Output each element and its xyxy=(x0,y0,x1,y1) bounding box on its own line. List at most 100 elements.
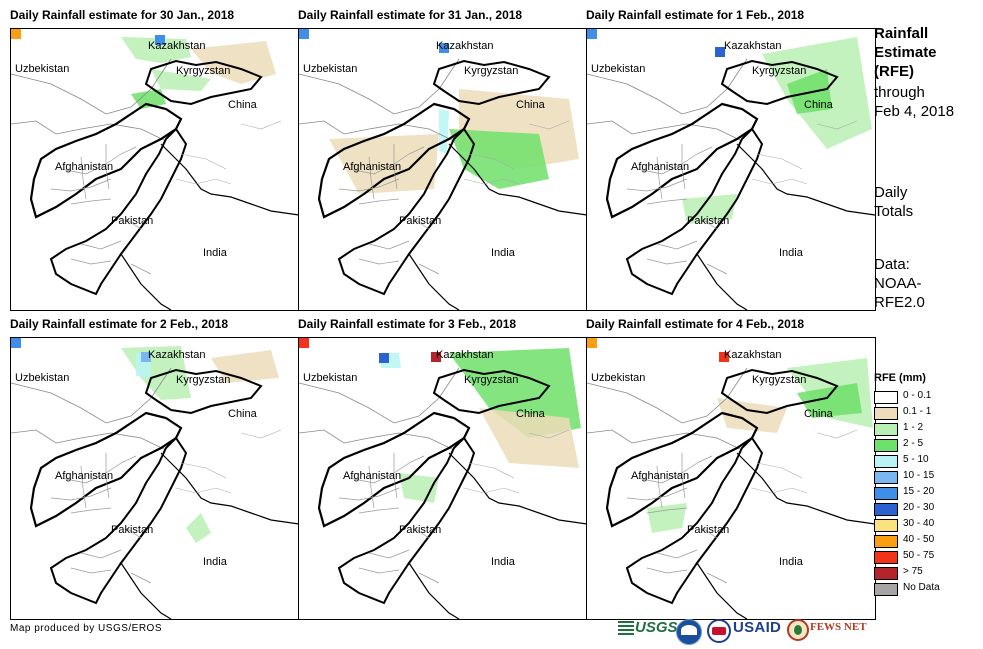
country-label-uzbekistan: Uzbekistan xyxy=(15,372,70,384)
country-label-pakistan: Pakistan xyxy=(399,524,442,536)
rainfall-hotspot xyxy=(155,35,165,45)
legend-swatch xyxy=(874,391,898,404)
country-label-uzbekistan: Uzbekistan xyxy=(15,63,70,75)
map-credit: Map produced by USGS/EROS xyxy=(10,623,163,634)
legend-swatch xyxy=(874,455,898,468)
sidebar-data-line: NOAA- xyxy=(874,275,922,292)
rainfall-hotspot xyxy=(587,29,597,39)
legend-item: No Data xyxy=(874,582,974,596)
country-label-kyrgyzstan: Kyrgyzstan xyxy=(176,65,231,77)
legend-swatch xyxy=(874,519,898,532)
country-label-india: India xyxy=(491,247,515,259)
rainfall-area xyxy=(449,348,581,438)
rainfall-area xyxy=(399,473,439,503)
legend-item: 0 - 0.1 xyxy=(874,390,974,404)
rainfall-area xyxy=(191,41,276,84)
sidebar-title-line: Rainfall xyxy=(874,25,929,42)
country-label-china: China xyxy=(804,408,833,420)
rainfall-hotspot xyxy=(299,338,309,348)
country-label-uzbekistan: Uzbekistan xyxy=(303,372,358,384)
legend-swatch xyxy=(874,551,898,564)
legend-swatch xyxy=(874,503,898,516)
rainfall-hotspot xyxy=(715,47,725,57)
rainfall-area xyxy=(797,383,862,418)
rainfall-area xyxy=(186,513,211,543)
map-frame: Kazakhstan Uzbekistan Kyrgyzstan China Afgha… xyxy=(298,337,588,620)
legend-item: 15 - 20 xyxy=(874,486,974,500)
legend-item: 30 - 40 xyxy=(874,518,974,532)
country-label-uzbekistan: Uzbekistan xyxy=(591,372,646,384)
legend-label: > 75 xyxy=(903,566,923,577)
sidebar-through-date: through Feb 4, 2018 xyxy=(874,83,979,121)
country-label-pakistan: Pakistan xyxy=(111,215,154,227)
legend-swatch xyxy=(874,439,898,452)
legend-item: 5 - 10 xyxy=(874,454,974,468)
legend-label: No Data xyxy=(903,582,940,593)
map-canvas xyxy=(11,29,299,310)
sidebar-title-line: Estimate xyxy=(874,44,937,61)
country-label-afghanistan: Afghanistan xyxy=(631,470,690,482)
country-label-kazakhstan: Kazakhstan xyxy=(148,40,206,52)
country-label-china: China xyxy=(228,99,257,111)
country-label-uzbekistan: Uzbekistan xyxy=(591,63,646,75)
map-canvas xyxy=(11,338,299,619)
map-canvas xyxy=(587,29,875,310)
rainfall-hotspot xyxy=(431,352,441,362)
map-frame: Kazakhstan Uzbekistan Kyrgyzstan China Afgha… xyxy=(10,337,300,620)
rainfall-hotspot xyxy=(719,352,729,362)
rainfall-area xyxy=(439,109,449,154)
rainfall-map-panel: Daily Rainfall estimate for 31 Jan., 201… xyxy=(298,8,588,313)
legend-swatch xyxy=(874,487,898,500)
country-label-china: China xyxy=(516,408,545,420)
country-label-india: India xyxy=(491,556,515,568)
legend-label: 0.1 - 1 xyxy=(903,406,932,417)
legend-label: 30 - 40 xyxy=(903,518,935,529)
country-label-china: China xyxy=(516,99,545,111)
map-frame: Kazakhstan Uzbekistan Kyrgyzstan China Afgha… xyxy=(586,337,876,620)
country-label-afghanistan: Afghanistan xyxy=(343,161,402,173)
map-panel-title: Daily Rainfall estimate for 4 Feb., 2018 xyxy=(586,317,805,331)
country-label-kyrgyzstan: Kyrgyzstan xyxy=(464,374,519,386)
country-label-pakistan: Pakistan xyxy=(399,215,442,227)
sidebar-data-line: Data: xyxy=(874,256,910,273)
legend-swatch xyxy=(874,535,898,548)
map-panel-title: Daily Rainfall estimate for 31 Jan., 201… xyxy=(298,8,523,22)
country-label-afghanistan: Afghanistan xyxy=(631,161,690,173)
sidebar-data-line: RFE2.0 xyxy=(874,294,925,311)
map-canvas xyxy=(299,29,587,310)
usaid-logo: USAID xyxy=(733,619,782,636)
rainfall-hotspot xyxy=(439,43,449,53)
sidebar-data-source: Data: NOAA- RFE2.0 xyxy=(874,255,979,312)
country-label-kazakhstan: Kazakhstan xyxy=(724,40,782,52)
rainfall-area xyxy=(121,37,191,63)
map-panel-title: Daily Rainfall estimate for 2 Feb., 2018 xyxy=(10,317,229,331)
country-label-kyrgyzstan: Kyrgyzstan xyxy=(464,65,519,77)
map-canvas xyxy=(299,338,587,619)
usgs-lines-icon xyxy=(618,621,634,637)
legend-label: 2 - 5 xyxy=(903,438,924,449)
legend-label: 50 - 75 xyxy=(903,550,935,561)
country-label-india: India xyxy=(203,247,227,259)
rainfall-hotspot xyxy=(11,29,21,39)
rainfall-area xyxy=(717,398,787,433)
sidebar-daily-line: Totals xyxy=(874,203,914,220)
legend-title: RFE (mm) xyxy=(874,372,926,384)
rainfall-map-panel: Daily Rainfall estimate for 3 Feb., 2018… xyxy=(298,317,588,622)
legend-swatch xyxy=(874,407,898,420)
rainfall-area xyxy=(647,503,687,533)
rainfall-hotspot xyxy=(299,29,309,39)
country-label-uzbekistan: Uzbekistan xyxy=(303,63,358,75)
country-label-pakistan: Pakistan xyxy=(687,215,730,227)
sidebar-daily-totals: Daily Totals xyxy=(874,183,979,221)
map-frame: Kazakhstan Uzbekistan Kyrgyzstan China Afgha… xyxy=(298,28,588,311)
map-frame: Kazakhstan Uzbekistan Kyrgyzstan China Afgha… xyxy=(10,28,300,311)
legend-label: 15 - 20 xyxy=(903,486,935,497)
map-canvas xyxy=(587,338,875,619)
map-frame: Kazakhstan Uzbekistan Kyrgyzstan China Afgha… xyxy=(586,28,876,311)
legend-item: 0.1 - 1 xyxy=(874,406,974,420)
country-label-india: India xyxy=(203,556,227,568)
rainfall-hotspot xyxy=(11,338,21,348)
sidebar-through-label: through xyxy=(874,84,925,101)
country-label-afghanistan: Afghanistan xyxy=(343,470,402,482)
legend-label: 40 - 50 xyxy=(903,534,935,545)
